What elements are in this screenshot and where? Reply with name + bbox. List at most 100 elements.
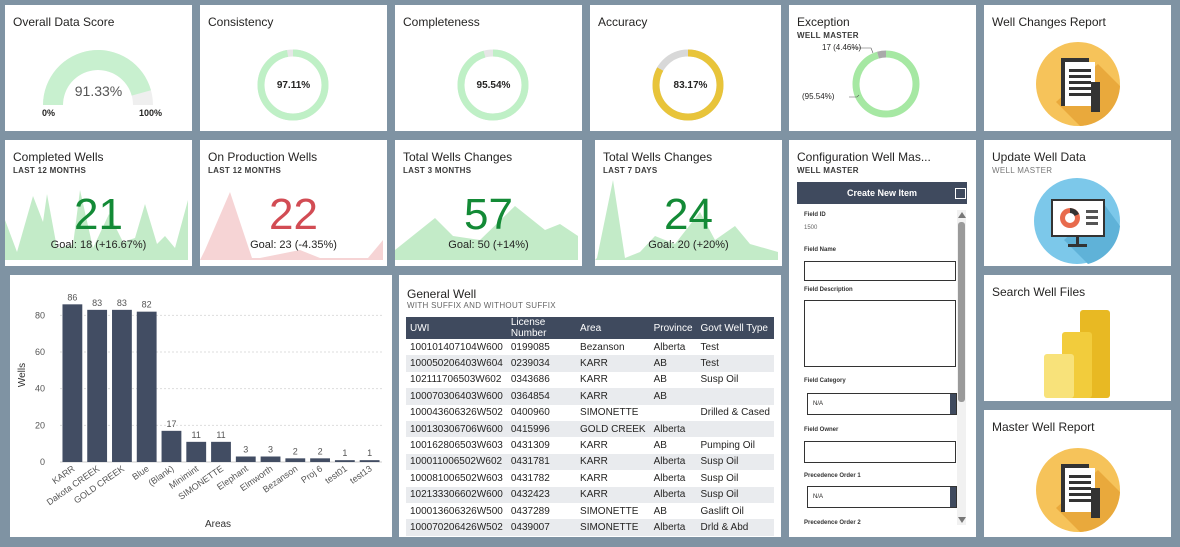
card-title: Completed Wells <box>13 150 104 164</box>
card-title: Total Wells Changes <box>403 150 513 164</box>
card-subtitle: LAST 3 MONTHS <box>403 166 472 175</box>
column-header[interactable]: Area <box>576 317 650 339</box>
search-well-files-card[interactable]: Search Well Files <box>984 275 1171 401</box>
table-row[interactable]: 100011006502W602 0431781 KARR Alberta Susp O… <box>406 453 774 471</box>
report-document-icon[interactable] <box>1036 448 1120 532</box>
bar <box>211 441 231 462</box>
column-header[interactable]: Province <box>649 317 697 339</box>
table-cell: AB <box>649 502 697 520</box>
exception-donut <box>849 47 920 118</box>
table-cell: KARR <box>576 470 650 487</box>
precedence-order-2-label: Precedence Order 2 <box>804 520 861 526</box>
bar <box>285 458 306 462</box>
bar-value-label: 3 <box>268 445 273 455</box>
table-row[interactable]: 100050206403W604 0239034 KARR AB Test <box>406 355 774 372</box>
well-changes-report-card[interactable]: Well Changes Report <box>984 5 1171 131</box>
total-wells-changes-3m-card: Total Wells Changes LAST 3 MONTHS 57 Goa… <box>395 140 582 266</box>
y-tick-label: 40 <box>35 384 45 394</box>
power-bi-icon[interactable] <box>1042 308 1114 400</box>
field-name-input[interactable] <box>804 261 956 281</box>
overall-data-score-card: Overall Data Score 91.33% 0% 100% <box>5 5 192 131</box>
donut-value: 83.17% <box>673 80 708 91</box>
table-cell: KARR <box>576 437 650 454</box>
table-cell: Alberta <box>649 470 697 487</box>
monitor-chart-icon[interactable] <box>1034 178 1120 264</box>
bar <box>235 456 256 462</box>
exception-small-label: 17 (4.46%) <box>822 43 862 52</box>
bar-value-label: 86 <box>67 292 77 302</box>
table-cell: AB <box>649 437 697 454</box>
form-scrollbar[interactable] <box>957 210 966 525</box>
field-owner-input[interactable] <box>804 441 956 463</box>
master-well-report-card[interactable]: Master Well Report <box>984 410 1171 537</box>
kpi-value: 24 <box>664 190 713 239</box>
column-header[interactable]: Govt Well Type <box>696 317 774 339</box>
chevron-down-icon[interactable] <box>950 394 956 414</box>
card-subtitle: WELL MASTER <box>992 166 1053 175</box>
table-cell: 100011006502W602 <box>406 453 507 471</box>
donut-value: 95.54% <box>476 80 511 91</box>
table-cell: 100050206403W604 <box>406 355 507 372</box>
total-wells-changes-7d-card: Total Wells Changes LAST 7 DAYS 24 Goal:… <box>595 140 782 266</box>
table-cell: GOLD CREEK <box>576 420 650 438</box>
x-category-label: test13 <box>348 463 374 485</box>
bar <box>260 456 281 462</box>
table-cell: 0364854 <box>506 388 577 405</box>
table-cell: 0415996 <box>506 420 577 438</box>
y-tick-label: 20 <box>35 420 45 430</box>
general-well-card: General Well WITH SUFFIX AND WITHOUT SUF… <box>399 275 781 537</box>
completeness-card: Completeness 95.54% <box>395 5 582 131</box>
bar <box>310 458 330 462</box>
bar-value-label: 1 <box>342 448 347 458</box>
field-description-input[interactable] <box>804 300 956 367</box>
table-row[interactable]: 100043606326W502 0400960 SIMONETTE Drilled … <box>406 404 774 421</box>
table-cell: 100043606326W502 <box>406 404 507 421</box>
bar-value-label: 17 <box>166 419 176 429</box>
table-row[interactable]: 100013606326W500 0437289 SIMONETTE AB Gaslif… <box>406 502 774 520</box>
card-title: Consistency <box>208 15 274 29</box>
precedence-order-1-select[interactable]: N/A <box>807 486 957 508</box>
table-row[interactable]: 102133306602W600 0432423 KARR Alberta Susp O… <box>406 486 774 503</box>
table-row[interactable]: 100070306403W600 0364854 KARR AB <box>406 388 774 405</box>
accuracy-card: Accuracy 83.17% <box>590 5 781 131</box>
card-title: Accuracy <box>598 15 648 29</box>
table-row[interactable]: 102111706503W602 0343686 KARR AB Susp Oil <box>406 371 774 389</box>
column-header[interactable]: UWI <box>406 317 507 339</box>
table-cell: Alberta <box>649 519 697 536</box>
field-id-label: Field ID <box>804 212 826 218</box>
table-row[interactable]: 100070206426W502 0439007 SIMONETTE Alberta D… <box>406 519 774 536</box>
field-category-value: N/A <box>813 401 824 407</box>
x-category-label: test01 <box>323 463 349 485</box>
table-cell: SIMONETTE <box>576 404 650 421</box>
general-well-table: UWI License Number Area Province Govt Well T… <box>406 317 774 536</box>
card-title: Configuration Well Mas... <box>797 150 931 164</box>
table-cell: Alberta <box>649 420 697 438</box>
save-icon[interactable] <box>955 188 966 199</box>
table-row[interactable]: 100101407104W600 0199085 Bezanson Alberta Te… <box>406 339 774 356</box>
report-document-icon[interactable] <box>1036 42 1120 126</box>
table-cell: Bezanson <box>576 339 650 356</box>
overall-gauge <box>43 50 153 105</box>
table-cell: 0199085 <box>506 339 577 356</box>
update-well-data-card[interactable]: Update Well Data WELL MASTER <box>984 140 1171 266</box>
x-axis-title: Areas <box>205 519 231 530</box>
column-header[interactable]: License Number <box>506 317 577 339</box>
bar-value-label: 11 <box>216 430 225 440</box>
table-cell: KARR <box>576 355 650 372</box>
kpi-value: 21 <box>74 190 123 239</box>
table-row[interactable]: 100130306706W600 0415996 GOLD CREEK Alberta <box>406 420 774 438</box>
card-title: On Production Wells <box>208 150 318 164</box>
table-cell <box>649 404 697 421</box>
table-cell: 100081006502W603 <box>406 470 507 487</box>
field-category-select[interactable]: N/A <box>807 393 957 415</box>
table-row[interactable]: 100081006502W603 0431782 KARR Alberta Susp O… <box>406 470 774 487</box>
card-title: Search Well Files <box>992 285 1086 299</box>
chevron-down-icon[interactable] <box>950 487 956 507</box>
table-row[interactable]: 100162806503W603 0431309 KARR AB Pumping Oil <box>406 437 774 454</box>
scroll-thumb[interactable] <box>958 222 965 402</box>
card-title: Master Well Report <box>992 420 1095 434</box>
table-cell: 0439007 <box>506 519 577 536</box>
create-new-item-header[interactable]: Create New Item <box>797 182 967 204</box>
bar-value-label: 1 <box>367 448 372 458</box>
field-owner-label: Field Owner <box>804 427 839 433</box>
